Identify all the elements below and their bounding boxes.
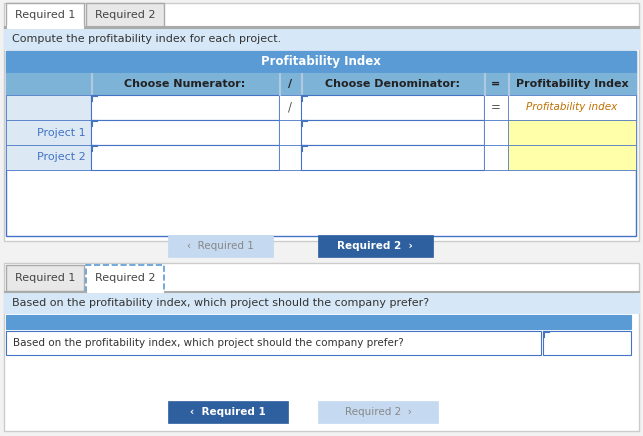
- Text: ‹  Required 1: ‹ Required 1: [190, 407, 266, 417]
- Bar: [484, 73, 485, 95]
- Bar: [4, 293, 639, 313]
- Text: Based on the profitability index, which project should the company prefer?: Based on the profitability index, which …: [13, 338, 404, 348]
- Text: Required 2  ›: Required 2 ›: [345, 407, 412, 417]
- Text: /: /: [288, 79, 292, 89]
- Bar: [279, 95, 301, 120]
- Bar: [6, 145, 636, 170]
- Bar: [6, 51, 636, 73]
- Bar: [86, 3, 164, 27]
- Bar: [318, 401, 438, 423]
- Bar: [91, 145, 279, 170]
- Bar: [484, 120, 508, 145]
- Text: /: /: [288, 101, 292, 114]
- Bar: [301, 145, 484, 170]
- Bar: [6, 3, 84, 27]
- Bar: [508, 145, 636, 170]
- Text: Choose Denominator:: Choose Denominator:: [325, 79, 460, 89]
- Text: Required 1: Required 1: [15, 10, 75, 20]
- Text: =: =: [491, 101, 501, 114]
- Bar: [7, 25, 83, 28]
- Bar: [87, 290, 163, 292]
- Bar: [91, 73, 92, 95]
- Bar: [301, 73, 302, 95]
- Bar: [4, 263, 639, 431]
- Bar: [168, 401, 288, 423]
- Bar: [4, 27, 639, 28]
- Bar: [91, 95, 279, 120]
- Bar: [6, 120, 636, 145]
- Bar: [6, 51, 636, 236]
- Text: Required 2: Required 2: [95, 10, 155, 20]
- Bar: [91, 120, 279, 145]
- Text: Based on the profitability index, which project should the company prefer?: Based on the profitability index, which …: [12, 298, 429, 308]
- Bar: [6, 95, 91, 120]
- Bar: [279, 73, 280, 95]
- Text: Project 2: Project 2: [37, 153, 86, 163]
- Bar: [4, 3, 639, 241]
- Bar: [4, 290, 639, 292]
- Bar: [4, 29, 639, 49]
- Text: =: =: [491, 79, 501, 89]
- Bar: [484, 95, 508, 120]
- Bar: [301, 120, 484, 145]
- Bar: [508, 120, 636, 145]
- Bar: [6, 73, 636, 95]
- Bar: [86, 265, 164, 291]
- Bar: [279, 120, 301, 145]
- Bar: [6, 265, 84, 291]
- Bar: [6, 315, 631, 329]
- Bar: [6, 145, 91, 170]
- Text: Required 2  ›: Required 2 ›: [337, 241, 413, 251]
- Text: Required 1: Required 1: [15, 273, 75, 283]
- Bar: [301, 95, 484, 120]
- Bar: [484, 145, 508, 170]
- Text: Profitability index: Profitability index: [527, 102, 618, 112]
- Bar: [168, 235, 273, 257]
- Text: Compute the profitability index for each project.: Compute the profitability index for each…: [12, 34, 281, 44]
- Text: ‹  Required 1: ‹ Required 1: [186, 241, 253, 251]
- Text: Choose Numerator:: Choose Numerator:: [124, 79, 246, 89]
- Bar: [543, 331, 631, 355]
- Text: Required 2: Required 2: [95, 273, 155, 283]
- Bar: [508, 73, 509, 95]
- Bar: [6, 95, 636, 120]
- Bar: [279, 145, 301, 170]
- Bar: [508, 95, 636, 120]
- Bar: [6, 331, 541, 355]
- Bar: [318, 235, 433, 257]
- Text: Profitability Index: Profitability Index: [516, 79, 628, 89]
- Text: Project 1: Project 1: [37, 127, 86, 137]
- Bar: [6, 120, 91, 145]
- Text: Profitability Index: Profitability Index: [261, 55, 381, 68]
